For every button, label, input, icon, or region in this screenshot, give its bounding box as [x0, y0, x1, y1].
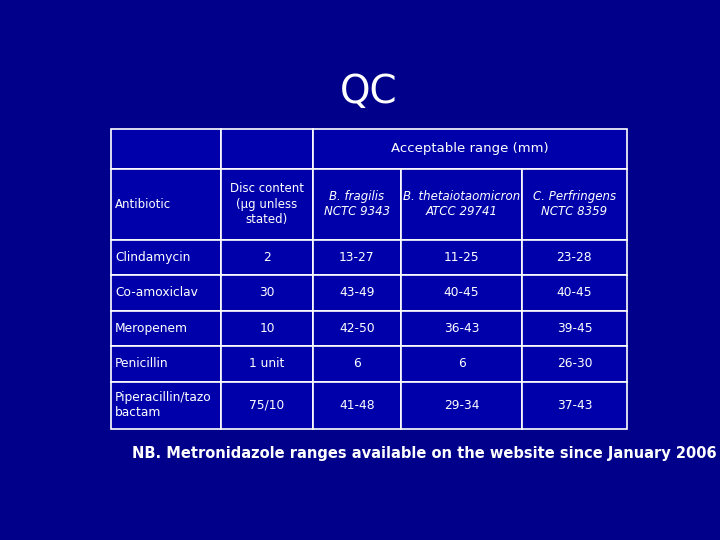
- Text: Meropenem: Meropenem: [115, 322, 188, 335]
- Text: 11-25: 11-25: [444, 251, 480, 264]
- Bar: [221, 310, 312, 346]
- Text: B. thetaiotaomicron
ATCC 29741: B. thetaiotaomicron ATCC 29741: [403, 190, 521, 218]
- Bar: [401, 346, 522, 382]
- Bar: [111, 382, 221, 429]
- Bar: [111, 168, 221, 240]
- Bar: [221, 382, 312, 429]
- Bar: [522, 168, 627, 240]
- Bar: [221, 240, 312, 275]
- Text: 42-50: 42-50: [339, 322, 374, 335]
- Bar: [221, 275, 312, 310]
- Bar: [522, 310, 627, 346]
- Text: 39-45: 39-45: [557, 322, 593, 335]
- Text: 1 unit: 1 unit: [249, 357, 284, 370]
- Text: 26-30: 26-30: [557, 357, 592, 370]
- Text: Piperacillin/tazo
bactam: Piperacillin/tazo bactam: [115, 391, 212, 419]
- Bar: [312, 310, 401, 346]
- Text: Penicillin: Penicillin: [115, 357, 168, 370]
- Text: 36-43: 36-43: [444, 322, 480, 335]
- Text: Co-amoxiclav: Co-amoxiclav: [115, 286, 198, 299]
- Bar: [522, 346, 627, 382]
- Bar: [401, 382, 522, 429]
- Text: 75/10: 75/10: [249, 399, 284, 411]
- Text: 13-27: 13-27: [339, 251, 374, 264]
- Text: 29-34: 29-34: [444, 399, 480, 411]
- Bar: [401, 310, 522, 346]
- Text: 30: 30: [259, 286, 275, 299]
- Bar: [221, 129, 312, 168]
- Text: Disc content
(μg unless
stated): Disc content (μg unless stated): [230, 182, 304, 226]
- Text: 43-49: 43-49: [339, 286, 374, 299]
- Text: Acceptable range (mm): Acceptable range (mm): [391, 143, 549, 156]
- Bar: [312, 240, 401, 275]
- Text: QC: QC: [340, 73, 398, 111]
- Text: Clindamycin: Clindamycin: [115, 251, 191, 264]
- Bar: [522, 382, 627, 429]
- Text: 10: 10: [259, 322, 275, 335]
- Bar: [401, 275, 522, 310]
- Bar: [221, 346, 312, 382]
- Bar: [312, 382, 401, 429]
- Bar: [312, 129, 627, 168]
- Text: C. Perfringens
NCTC 8359: C. Perfringens NCTC 8359: [533, 190, 616, 218]
- Text: 2: 2: [263, 251, 271, 264]
- Bar: [111, 275, 221, 310]
- Text: 23-28: 23-28: [557, 251, 593, 264]
- Bar: [401, 240, 522, 275]
- Text: Antibiotic: Antibiotic: [114, 198, 171, 211]
- Bar: [401, 168, 522, 240]
- Text: 6: 6: [458, 357, 466, 370]
- Text: 6: 6: [353, 357, 361, 370]
- Bar: [221, 168, 312, 240]
- Text: NB. Metronidazole ranges available on the website since January 2006: NB. Metronidazole ranges available on th…: [132, 446, 716, 461]
- Text: 40-45: 40-45: [444, 286, 480, 299]
- Text: 40-45: 40-45: [557, 286, 593, 299]
- Bar: [312, 168, 401, 240]
- Bar: [522, 240, 627, 275]
- Bar: [312, 275, 401, 310]
- Text: 37-43: 37-43: [557, 399, 592, 411]
- Bar: [312, 346, 401, 382]
- Bar: [111, 129, 221, 168]
- Bar: [111, 240, 221, 275]
- Text: 41-48: 41-48: [339, 399, 374, 411]
- Text: B. fragilis
NCTC 9343: B. fragilis NCTC 9343: [324, 190, 390, 218]
- Bar: [522, 275, 627, 310]
- Bar: [111, 346, 221, 382]
- Bar: [111, 310, 221, 346]
